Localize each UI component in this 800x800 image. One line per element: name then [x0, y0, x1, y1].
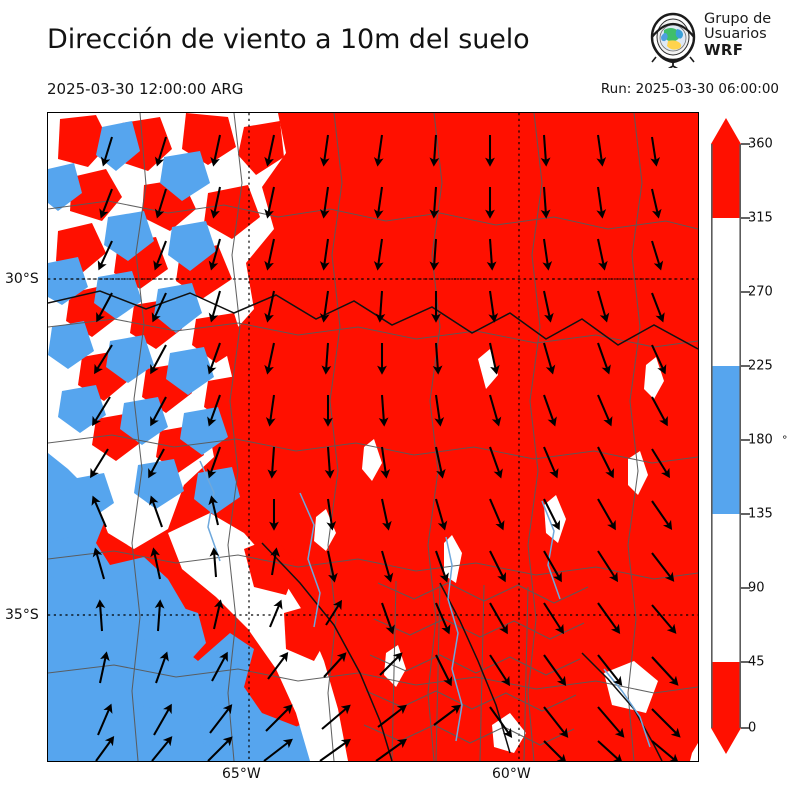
colorbar-tick-315: 315: [748, 210, 773, 226]
logo-line-2: Usuarios: [704, 26, 767, 43]
colorbar-tick-180: 180: [748, 432, 773, 448]
logo-line-1: Grupo de: [704, 11, 772, 27]
colorbar-tick-225: 225: [748, 358, 773, 374]
colorbar-tick-45: 45: [748, 654, 765, 670]
x-axis-tick-60w: 60°W: [492, 766, 531, 782]
run-time-label: Run: 2025-03-30 06:00:00: [600, 81, 779, 97]
colorbar-tick-0: 0: [748, 720, 757, 736]
y-axis-tick-35s: 35°S: [5, 607, 39, 623]
colorbar-ticks: [741, 143, 750, 729]
logo-line-3: WRF: [704, 40, 744, 59]
wind-direction-raster: [48, 113, 698, 761]
map-plot-area[interactable]: [47, 112, 699, 762]
colorbar-tick-360: 360: [748, 136, 773, 152]
valid-time-label: 2025-03-30 12:00:00 ARG: [47, 80, 244, 98]
colorbar-tick-135: 135: [748, 506, 773, 522]
colorbar-tick-270: 270: [748, 284, 773, 300]
wrf-user-group-logo: Grupo de Usuarios WRF: [644, 10, 796, 72]
y-axis-tick-30s: 30°S: [5, 271, 39, 287]
x-axis-tick-65w: 65°W: [222, 766, 261, 782]
page-title: Dirección de viento a 10m del suelo: [47, 24, 530, 55]
wrf-globe-icon: [650, 12, 696, 68]
colorbar-unit-label: °: [782, 433, 788, 447]
colorbar-tick-90: 90: [748, 580, 765, 596]
logo-text: Grupo de Usuarios WRF: [704, 11, 772, 59]
colorbar[interactable]: [711, 118, 741, 754]
